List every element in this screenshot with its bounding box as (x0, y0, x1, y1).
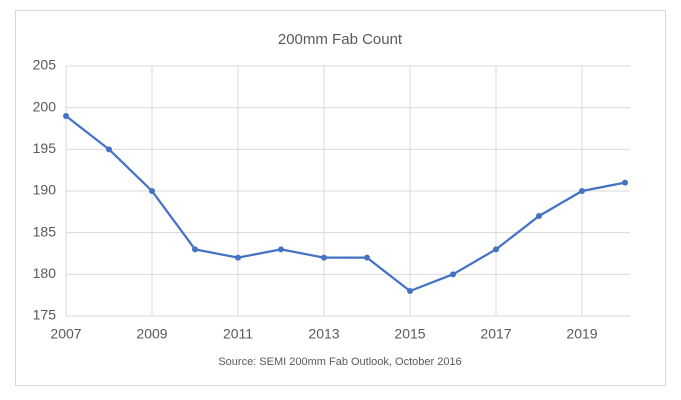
data-point (493, 246, 499, 253)
chart-title: 200mm Fab Count (278, 31, 403, 48)
x-tick-label: 2017 (480, 326, 511, 342)
data-point (321, 254, 327, 261)
y-tick-label: 180 (33, 265, 57, 281)
y-tick-label: 205 (33, 57, 57, 73)
x-tick-label: 2009 (136, 326, 167, 342)
data-point (192, 246, 198, 253)
data-point (235, 254, 241, 261)
data-point (407, 288, 413, 294)
data-point (579, 188, 585, 194)
data-point (278, 246, 284, 253)
data-point (106, 146, 112, 153)
y-tick-label: 195 (33, 140, 57, 156)
x-tick-label: 2011 (223, 326, 253, 342)
x-tick-label: 2015 (394, 326, 425, 342)
x-tick-label: 2013 (308, 326, 339, 342)
y-tick-label: 190 (33, 182, 57, 198)
chart-border (15, 10, 666, 386)
data-point (450, 271, 456, 278)
x-tick-label: 2007 (50, 326, 81, 342)
data-line (65, 115, 626, 293)
data-point (536, 213, 542, 219)
data-point (364, 254, 370, 261)
data-point (149, 188, 155, 194)
y-tick-label: 185 (33, 223, 57, 239)
data-point (63, 113, 69, 119)
y-tick-label: 175 (33, 307, 57, 323)
data-point (622, 179, 628, 186)
x-tick-label: 2019 (566, 326, 597, 342)
y-tick-label: 200 (33, 98, 57, 114)
source-note: Source: SEMI 200mm Fab Outlook, October … (218, 356, 461, 368)
